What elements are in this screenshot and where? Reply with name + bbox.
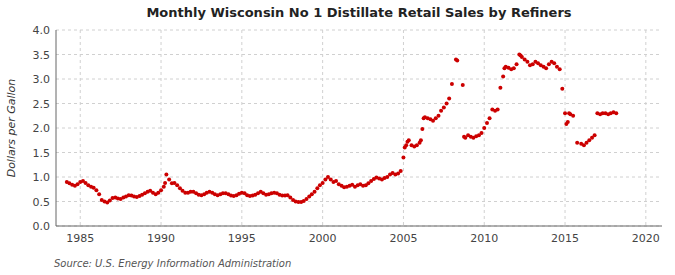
y-axis-line: [56, 30, 57, 226]
point: [552, 61, 556, 65]
y-axis-label: Dollars per Gallon: [5, 79, 18, 178]
point: [479, 131, 483, 135]
point: [447, 97, 451, 101]
point: [163, 181, 167, 185]
point: [407, 138, 411, 142]
point: [167, 177, 171, 181]
point: [159, 188, 163, 192]
y-grid-line: [56, 177, 662, 178]
point: [420, 127, 424, 131]
title: Monthly Wisconsin No 1 Distillate Retail…: [146, 5, 571, 20]
y-grid-line: [56, 201, 662, 202]
point: [544, 66, 548, 70]
x-tick-label: 1990: [147, 232, 175, 245]
point: [558, 67, 562, 71]
point: [175, 183, 179, 187]
point: [97, 192, 101, 196]
point: [399, 169, 403, 173]
y-grid-line: [56, 226, 662, 227]
point: [563, 111, 567, 115]
point: [94, 188, 98, 192]
point: [461, 83, 465, 87]
y-grid-line: [56, 152, 662, 153]
y-tick-label: 1.5: [33, 147, 51, 160]
point: [515, 62, 519, 66]
point: [334, 179, 338, 183]
point: [512, 66, 516, 70]
point: [445, 102, 449, 106]
x-grid-line: [645, 30, 646, 226]
point: [162, 185, 166, 189]
y-tick-label: 0.0: [33, 220, 51, 233]
point: [488, 116, 492, 120]
x-axis-line: [56, 226, 662, 227]
y-tick-label: 3.0: [33, 73, 51, 86]
point: [485, 121, 489, 125]
point: [401, 155, 405, 159]
x-grid-line: [241, 30, 242, 226]
point: [501, 75, 505, 79]
grid: [56, 30, 662, 226]
point: [437, 114, 441, 118]
x-tick-label: 1995: [228, 232, 256, 245]
point: [313, 190, 317, 194]
x-tick-label: 2015: [551, 232, 579, 245]
point: [419, 138, 423, 142]
point: [571, 114, 575, 118]
point: [525, 60, 529, 64]
point: [575, 141, 579, 145]
point: [321, 181, 325, 185]
point: [566, 120, 570, 124]
x-tick-label: 1985: [66, 232, 94, 245]
point: [164, 173, 168, 177]
y-tick-label: 3.5: [33, 49, 51, 62]
point: [498, 86, 502, 90]
point: [560, 87, 564, 91]
x-grid-line: [403, 30, 404, 226]
x-grid-line: [80, 30, 81, 226]
y-grid-line: [56, 128, 662, 129]
x-tick-label: 2000: [309, 232, 337, 245]
x-grid-line: [565, 30, 566, 226]
y-tick-label: 2.5: [33, 98, 51, 111]
y-tick-label: 1.0: [33, 171, 51, 184]
y-grid-line: [56, 30, 662, 31]
point: [593, 133, 597, 137]
point: [404, 143, 408, 147]
y-grid-line: [56, 54, 662, 55]
y-tick-label: 0.5: [33, 196, 51, 209]
point: [439, 109, 443, 113]
point: [614, 111, 618, 115]
point: [496, 107, 500, 111]
source-note: Source: U.S. Energy Information Administ…: [54, 258, 291, 269]
chart: Monthly Wisconsin No 1 Distillate Retail…: [0, 0, 675, 275]
y-grid-line: [56, 79, 662, 80]
point: [442, 105, 446, 109]
point: [450, 82, 454, 86]
x-tick-label: 2020: [632, 232, 660, 245]
points: [65, 53, 618, 205]
y-grid-line: [56, 103, 662, 104]
x-tick-label: 2005: [389, 232, 417, 245]
x-grid-line: [322, 30, 323, 226]
x-grid-line: [161, 30, 162, 226]
point: [482, 126, 486, 130]
y-tick-label: 2.0: [33, 122, 51, 135]
point: [455, 58, 459, 62]
x-tick-label: 2010: [470, 232, 498, 245]
y-tick-label: 4.0: [33, 24, 51, 37]
